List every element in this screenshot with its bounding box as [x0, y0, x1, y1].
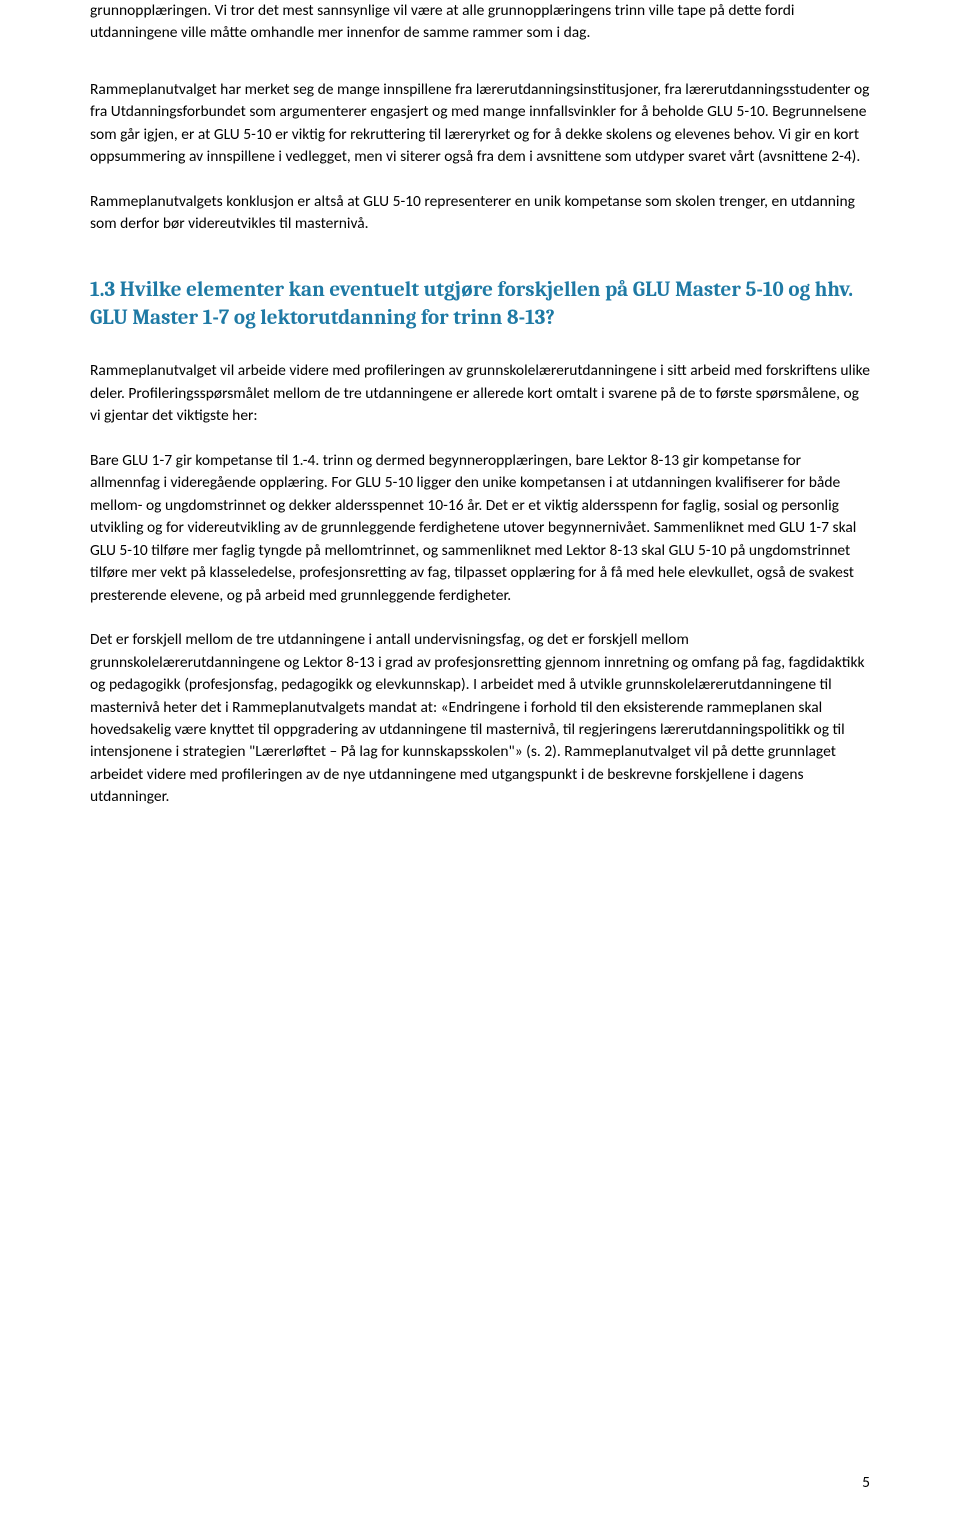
body-paragraph: Rammeplanutvalget vil arbeide videre med… — [90, 360, 870, 427]
section-heading: 1.3 Hvilke elementer kan eventuelt utgjø… — [90, 276, 870, 333]
body-paragraph: Rammeplanutvalget har merket seg de mang… — [90, 79, 870, 169]
body-paragraph: Rammeplanutvalgets konklusjon er altså a… — [90, 191, 870, 236]
document-page: grunnopplæringen. Vi tror det mest sanns… — [0, 0, 960, 1514]
body-paragraph: grunnopplæringen. Vi tror det mest sanns… — [90, 0, 870, 45]
body-paragraph: Det er forskjell mellom de tre utdanning… — [90, 629, 870, 809]
body-paragraph: Bare GLU 1-7 gir kompetanse til 1.-4. tr… — [90, 450, 870, 607]
page-number: 5 — [862, 1473, 870, 1492]
